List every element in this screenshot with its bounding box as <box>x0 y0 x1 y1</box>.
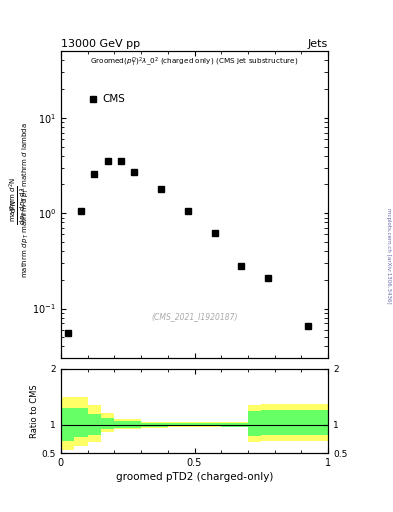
Text: CMS: CMS <box>102 94 125 104</box>
Text: mathrm $d^2$N
mathrm $d\,p_T$ mathrm $d\,p_T$ mathrm $d$ lambda: mathrm $d^2$N mathrm $d\,p_T$ mathrm $d\… <box>8 122 31 278</box>
Text: Groomed$(p_T^D)^2\lambda\_0^2$ (charged only) (CMS jet substructure): Groomed$(p_T^D)^2\lambda\_0^2$ (charged … <box>90 56 299 69</box>
Text: Jets: Jets <box>308 39 328 49</box>
Text: (CMS_2021_I1920187): (CMS_2021_I1920187) <box>151 312 238 322</box>
X-axis label: groomed pTD2 (charged-only): groomed pTD2 (charged-only) <box>116 472 273 482</box>
Y-axis label: $\frac{\mathrm{d}^2N}{\mathrm{d}\,p_T\,\mathrm{d}\,p_T\,\mathrm{d}\,\lambda}$: $\frac{\mathrm{d}^2N}{\mathrm{d}\,p_T\,\… <box>9 185 29 225</box>
Text: 13000 GeV pp: 13000 GeV pp <box>61 39 140 49</box>
Text: mcplots.cern.ch [arXiv:1306.3436]: mcplots.cern.ch [arXiv:1306.3436] <box>386 208 391 304</box>
Y-axis label: Ratio to CMS: Ratio to CMS <box>30 384 39 438</box>
